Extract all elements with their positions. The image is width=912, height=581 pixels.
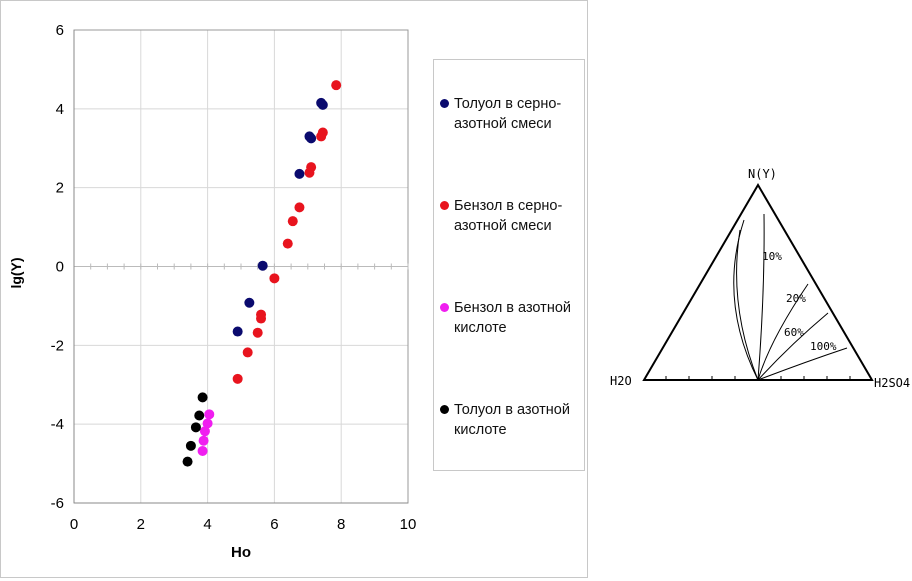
data-point-series-1 bbox=[252, 327, 263, 338]
y-tick-label: 2 bbox=[56, 180, 64, 197]
ternary-vertex-left: H2O bbox=[610, 374, 632, 388]
legend-item-benzene-nitric-acid: Бензол в азотной кислоте bbox=[440, 298, 586, 338]
y-tick-label: -2 bbox=[51, 337, 64, 354]
ternary-curves bbox=[733, 213, 848, 381]
data-point-series-1 bbox=[331, 80, 342, 91]
x-tick-label: 8 bbox=[337, 516, 345, 533]
base-ticks bbox=[665, 376, 851, 380]
data-point-series-3 bbox=[182, 456, 193, 467]
data-point-series-1 bbox=[306, 162, 317, 173]
ternary-label-100: 100% bbox=[810, 340, 837, 353]
data-point-series-2 bbox=[202, 418, 213, 429]
ternary-label-20: 20% bbox=[786, 292, 806, 305]
data-point-series-0 bbox=[294, 168, 305, 179]
legend-item-toluene-mixed-acid: Толуол в серно-азотной смеси bbox=[440, 94, 586, 134]
ternary-label-10: 10% bbox=[762, 250, 782, 263]
ternary-vertex-top: N(Y) bbox=[748, 167, 777, 181]
legend-label: Толуол в азотной кислоте bbox=[454, 402, 570, 438]
data-point-series-0 bbox=[306, 133, 317, 144]
data-point-series-1 bbox=[242, 347, 253, 358]
x-tick-label: 10 bbox=[400, 516, 417, 533]
legend-marker bbox=[440, 303, 449, 312]
legend-marker bbox=[440, 99, 449, 108]
legend-label: Бензол в азотной кислоте bbox=[454, 300, 571, 336]
y-axis-label: lg(Y) bbox=[8, 257, 24, 288]
legend-item-benzene-mixed-acid: Бензол в серно-азотной смеси bbox=[440, 196, 586, 236]
data-point-series-3 bbox=[197, 392, 208, 403]
legend-item-toluene-nitric-acid: Толуол в азотной кислоте bbox=[440, 400, 586, 440]
data-point-series-3 bbox=[194, 410, 205, 421]
data-point-series-1 bbox=[317, 127, 328, 138]
data-points bbox=[182, 80, 342, 467]
data-point-series-1 bbox=[294, 202, 305, 213]
legend-marker bbox=[440, 201, 449, 210]
data-point-series-1 bbox=[269, 273, 280, 284]
data-point-series-0 bbox=[317, 99, 328, 110]
data-point-series-3 bbox=[190, 422, 201, 433]
data-point-series-2 bbox=[204, 409, 215, 420]
tick-labels: 0 2 4 6 8 10 -6 -4 -2 0 2 4 6 bbox=[51, 22, 417, 533]
scatter-chart-panel: 0 2 4 6 8 10 -6 -4 -2 0 2 4 6 Ho lg(Y) Толуол в серн… bbox=[0, 0, 588, 578]
data-point-series-1 bbox=[282, 238, 293, 249]
x-axis-label: Ho bbox=[231, 544, 251, 561]
y-tick-label: -4 bbox=[51, 416, 64, 433]
scatter-chart: 0 2 4 6 8 10 -6 -4 -2 0 2 4 6 Ho lg(Y) bbox=[8, 22, 417, 561]
data-point-series-2 bbox=[197, 445, 208, 456]
ternary-diagram: 10% 20% 60% 100% N(Y) H2O H2SO4 bbox=[610, 167, 910, 390]
data-point-series-0 bbox=[232, 326, 243, 337]
legend-label: Толуол в серно-азотной смеси bbox=[454, 96, 562, 132]
y-tick-label: -6 bbox=[51, 495, 64, 512]
x-tick-label: 4 bbox=[203, 516, 211, 533]
x-tick-label: 6 bbox=[270, 516, 278, 533]
data-point-series-0 bbox=[257, 260, 268, 271]
ternary-vertex-right: H2SO4 bbox=[874, 376, 910, 390]
data-point-series-1 bbox=[232, 373, 243, 384]
y-tick-label: 4 bbox=[56, 101, 64, 118]
data-point-series-3 bbox=[185, 440, 196, 451]
ternary-label-60: 60% bbox=[784, 326, 804, 339]
data-point-series-1 bbox=[256, 309, 267, 320]
legend-marker bbox=[440, 405, 449, 414]
data-point-series-2 bbox=[198, 435, 209, 446]
legend-label: Бензол в серно-азотной смеси bbox=[454, 198, 563, 234]
x-tick-label: 0 bbox=[70, 516, 78, 533]
y-tick-label: 6 bbox=[56, 22, 64, 39]
x-tick-label: 2 bbox=[137, 516, 145, 533]
data-point-series-0 bbox=[244, 297, 255, 308]
y-tick-label: 0 bbox=[56, 259, 64, 276]
chart-legend: Толуол в серно-азотной смеси Бензол в се… bbox=[433, 59, 585, 471]
data-point-series-2 bbox=[199, 426, 210, 437]
data-point-series-1 bbox=[287, 216, 298, 227]
axes bbox=[73, 29, 409, 504]
